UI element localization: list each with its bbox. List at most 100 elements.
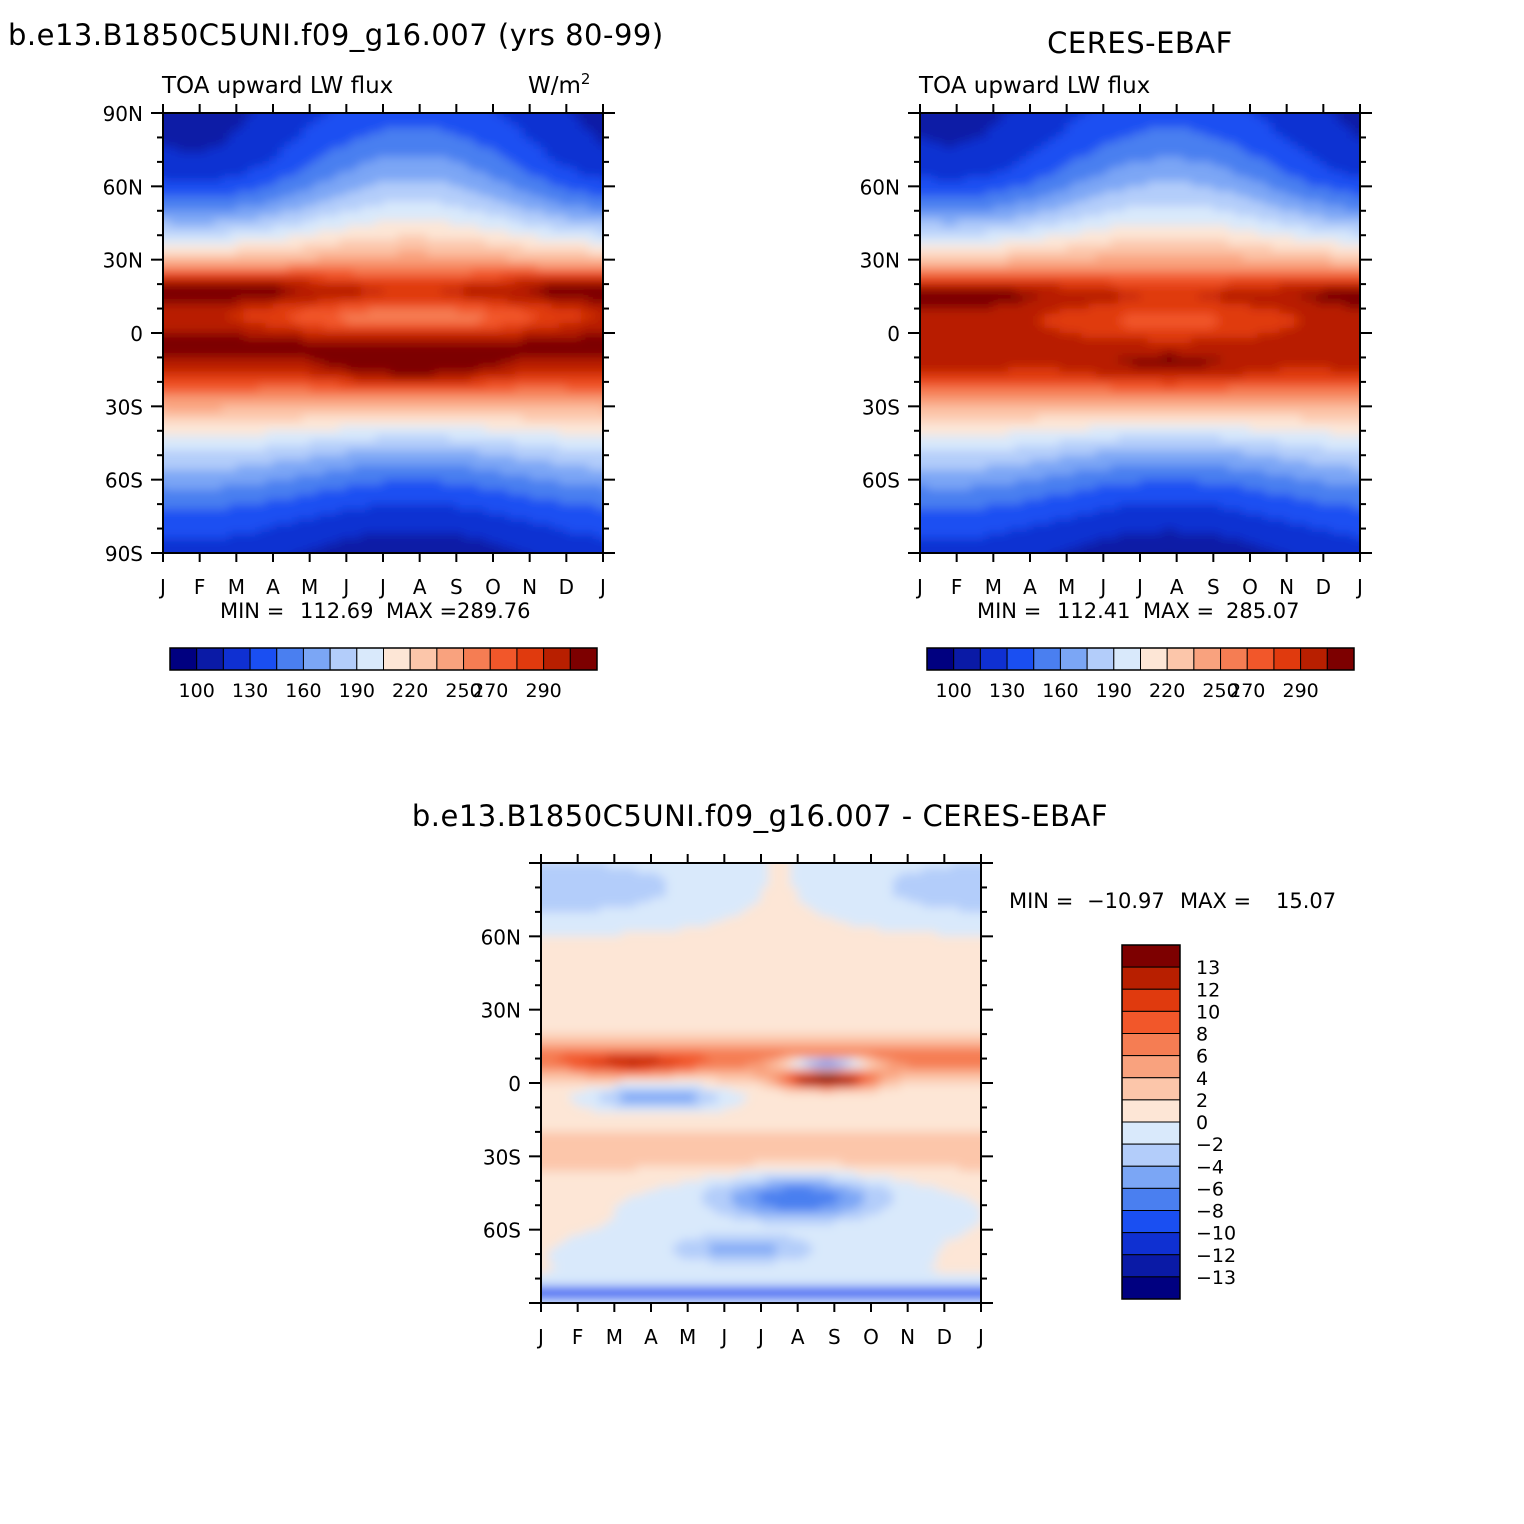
colorbar-swatch [383, 647, 411, 671]
x-tick-label: N [1279, 575, 1294, 599]
colorbar-label: 250 [1202, 680, 1238, 702]
x-tick-label: N [900, 1325, 915, 1349]
colorbar-swatch [926, 647, 955, 671]
x-tick-label: M [301, 575, 318, 599]
colorbar-label: 190 [339, 680, 375, 702]
model-panel-min-label: MIN = [220, 599, 284, 623]
difference-panel-title: b.e13.B1850C5UNI.f09_g16.007 - CERES-EBA… [412, 799, 1108, 833]
x-tick-label: A [1023, 575, 1037, 599]
colorbar-label: −12 [1196, 1245, 1236, 1267]
colorbar-swatch [1166, 647, 1195, 671]
colorbar-label: 220 [392, 680, 428, 702]
x-tick-label: J [1355, 575, 1363, 599]
x-tick-label: M [985, 575, 1002, 599]
x-tick-label: J [756, 1325, 764, 1349]
colorbar-swatch [356, 647, 384, 671]
x-tick-label: M [679, 1325, 696, 1349]
colorbar-swatch [1121, 1077, 1181, 1101]
x-tick-label: J [915, 575, 923, 599]
colorbar-swatch [979, 647, 1008, 671]
colorbar-swatch [1121, 1033, 1181, 1057]
colorbar-label: 160 [1042, 680, 1078, 702]
colorbar-swatch [329, 647, 358, 671]
model-panel-max-value: 289.76 [457, 599, 530, 623]
x-tick-label: M [1058, 575, 1075, 599]
colorbar-swatch [1121, 1276, 1181, 1300]
colorbar-label: −6 [1196, 1178, 1224, 1200]
colorbar-swatch [1121, 944, 1181, 968]
colorbar-label: 2 [1196, 1090, 1208, 1112]
obs-panel-field [920, 113, 1360, 553]
model-panel-title: b.e13.B1850C5UNI.f09_g16.007 (yrs 80-99) [8, 18, 664, 52]
colorbar-swatch [1273, 647, 1302, 671]
x-tick-label: N [522, 575, 537, 599]
colorbar-label: 250 [445, 680, 481, 702]
x-tick-label: M [606, 1325, 623, 1349]
obs-panel-max-label: MAX = [1143, 599, 1214, 623]
y-tick-label: 0 [130, 322, 143, 346]
x-tick-label: J [341, 575, 349, 599]
x-tick-label: S [450, 575, 463, 599]
obs-panel-min-value: 112.41 [1057, 599, 1130, 623]
colorbar-label: 8 [1196, 1024, 1208, 1046]
y-tick-label: 30S [105, 395, 143, 419]
x-tick-label: J [158, 575, 166, 599]
colorbar-label: 290 [525, 680, 561, 702]
y-tick-label: 60N [481, 925, 521, 949]
colorbar-swatch [1121, 1254, 1181, 1278]
x-tick-label: O [1242, 575, 1258, 599]
colorbar-label: 10 [1196, 1001, 1220, 1023]
x-tick-label: S [828, 1325, 841, 1349]
x-tick-label: J [1135, 575, 1143, 599]
colorbar-label: −13 [1196, 1267, 1236, 1289]
colorbar-swatch [169, 647, 198, 671]
model-panel-units: W/m2 [528, 70, 590, 99]
colorbar-swatch [276, 647, 304, 671]
colorbar-swatch [1246, 647, 1275, 671]
colorbar-swatch [1086, 647, 1115, 671]
model-panel-variable-label: TOA upward LW flux [161, 73, 393, 99]
y-tick-label: 30N [103, 249, 143, 273]
colorbar-label: −10 [1196, 1223, 1236, 1245]
colorbar-label: 130 [232, 680, 268, 702]
colorbar-label: 0 [1196, 1112, 1208, 1134]
x-tick-label: A [266, 575, 280, 599]
y-tick-label: 0 [508, 1072, 521, 1096]
y-tick-label: 90N [103, 102, 143, 126]
colorbar-label: 130 [989, 680, 1025, 702]
y-tick-label: 30N [860, 249, 900, 273]
x-tick-label: J [536, 1325, 544, 1349]
x-tick-label: M [228, 575, 245, 599]
colorbar-swatch [409, 647, 438, 671]
difference-panel-field [541, 863, 981, 1303]
x-tick-label: D [1316, 575, 1331, 599]
colorbar-label: 220 [1149, 680, 1185, 702]
x-tick-label: J [1098, 575, 1106, 599]
difference-panel-min-label: MIN = [1009, 889, 1073, 913]
y-tick-label: 60N [860, 175, 900, 199]
obs-panel-title: CERES-EBAF [1047, 26, 1233, 60]
colorbar-swatch [196, 647, 224, 671]
colorbar-swatch [249, 647, 278, 671]
obs-panel-max-value: 285.07 [1226, 599, 1299, 623]
colorbar-swatch [1121, 1055, 1181, 1079]
y-tick-label: 30S [862, 395, 900, 419]
colorbar-swatch [1121, 1143, 1181, 1167]
x-tick-label: J [598, 575, 606, 599]
obs-panel-min-label: MIN = [977, 599, 1041, 623]
colorbar-label: 13 [1196, 957, 1220, 979]
colorbar-swatch [463, 647, 491, 671]
x-tick-label: O [863, 1325, 879, 1349]
x-tick-label: F [572, 1325, 584, 1349]
model-panel-field [163, 113, 603, 553]
model-panel-min-value: 112.69 [300, 599, 373, 623]
colorbar-label: 190 [1096, 680, 1132, 702]
y-tick-label: 60S [862, 469, 900, 493]
y-tick-label: 60S [105, 469, 143, 493]
colorbar-swatch [1121, 988, 1181, 1012]
